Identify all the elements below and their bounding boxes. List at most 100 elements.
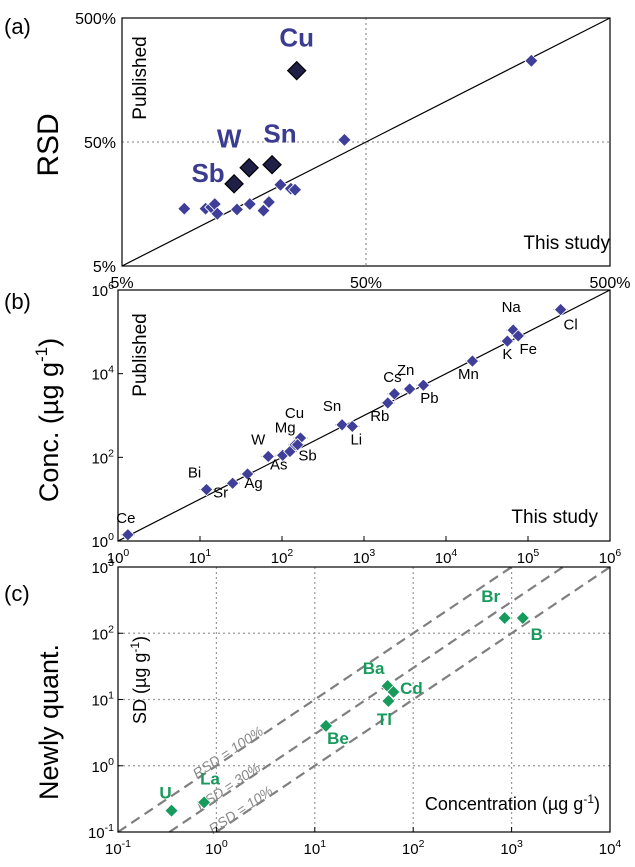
panel-a-point — [337, 132, 352, 147]
panel-b-point — [121, 527, 135, 542]
panel-c-y-tick-label: 103 — [91, 557, 114, 577]
panel-b-identity-line — [117, 289, 611, 542]
panel-b-y-tick-label-exp: 0 — [108, 531, 114, 543]
panel-b-y-tick-label-base: 10 — [91, 534, 108, 551]
panel-b-y-tick-label-base: 10 — [91, 367, 108, 384]
panel-c-y-tick-label-exp: 0 — [108, 756, 114, 768]
panel-a-x-tick-label: 50% — [350, 275, 382, 292]
panel-b-x-tick-label: 103 — [353, 547, 376, 567]
panel-b-point — [240, 467, 255, 481]
panel-b-point — [500, 334, 515, 348]
panel-c-x-tick-label-base: 10 — [500, 841, 517, 858]
panel-b-x-tick-label-exp: 4 — [451, 547, 457, 559]
panel-b-x-tick-label-exp: 2 — [287, 547, 293, 559]
panel-b-point-label: Fe — [519, 341, 537, 358]
panel-c-point — [381, 693, 396, 709]
panel-c-frame — [117, 566, 611, 833]
panel-b-y-tick-label-base: 10 — [91, 450, 108, 467]
panel-c-point-label: Be — [327, 729, 349, 748]
panel-a-point — [261, 194, 276, 210]
panel-b-x-tick-label-base: 10 — [435, 550, 452, 567]
panel-b-x-tick-label-base: 10 — [107, 550, 124, 567]
panel-c-y-tick-label-base: 10 — [91, 560, 108, 577]
panel-c-points: U La Be Ba Cd Tl Br B — [159, 587, 543, 818]
panel-b-point-label: Ce — [116, 510, 135, 527]
panel-a-point — [177, 201, 192, 216]
panel-a-y-tick-label: 5% — [93, 259, 116, 276]
panel-c-x-tick-label-exp: 2 — [419, 838, 425, 850]
panel-b-point — [387, 387, 402, 401]
panel-b-point — [381, 396, 395, 410]
panel-b-point-label: Mn — [458, 366, 479, 383]
panel-c-y-tick-label: 101 — [91, 690, 114, 710]
panel-b-x-tick-label-base: 10 — [599, 550, 616, 567]
panel-label-b: (b) — [4, 289, 31, 314]
panel-a-this-study-label: This study — [523, 233, 610, 254]
panel-c-x-tick-label: 101 — [304, 838, 327, 858]
panel-c-x-tick-label-exp: -1 — [122, 838, 131, 850]
panel-b-y-tick-label: 102 — [91, 447, 114, 467]
panel-b-point — [199, 482, 214, 497]
panel-c-point-label: Cd — [400, 679, 423, 698]
panel-b-point-label: Sb — [298, 448, 316, 465]
panel-c-x-tick-label: 103 — [500, 838, 523, 858]
panel-c-sd-label-main: SD (µg g — [130, 653, 150, 724]
panel-c-y-tick-label-exp: 2 — [108, 623, 114, 635]
panel-b-point-label: Cu — [285, 405, 304, 422]
panel-c-point-label: Ba — [363, 659, 385, 678]
panel-a-grid — [122, 18, 610, 266]
panel-b-point — [345, 419, 360, 434]
panel-b-x-tick-label-exp: 5 — [533, 547, 539, 559]
panel-a-point — [256, 203, 271, 218]
panel-b-x-tick-label: 104 — [435, 547, 458, 567]
panel-b-x-tick-label: 102 — [271, 547, 294, 567]
panel-b-x-tick-label-exp: 0 — [123, 547, 129, 559]
panel-b-y-label-exp: -1 — [32, 347, 51, 362]
panel-a-point — [242, 196, 257, 212]
panel-a-frame — [121, 17, 611, 267]
panel-c-x-tick-label: 10-1 — [105, 838, 131, 858]
panel-b-published-label: Published — [130, 313, 151, 396]
panel-b-point-label: Ag — [244, 475, 262, 492]
panel-b-y-tick-label-exp: 6 — [108, 280, 114, 292]
panel-b-point-label: As — [270, 456, 288, 473]
panel-b-x-tick-label-exp: 6 — [615, 547, 621, 559]
panel-c-point — [197, 795, 212, 810]
panel-b-point-label: Zn — [397, 362, 415, 379]
panel-b-x-tick-label-base: 10 — [517, 550, 534, 567]
panel-c-x-tick-label-base: 10 — [105, 841, 122, 858]
panel-b-frame — [117, 289, 611, 542]
panel-b-y-label-end: ) — [34, 338, 64, 347]
panel-c-x-tick-label-exp: 0 — [222, 838, 228, 850]
panel-b-y-tick-label-base: 10 — [91, 283, 108, 300]
panel-b-y-tick-label-exp: 2 — [108, 447, 114, 459]
panel-c-x-tick-label-base: 10 — [205, 841, 222, 858]
panel-a-highlight-label: Cu — [279, 23, 314, 53]
panel-c-y-tick-label-base: 10 — [91, 626, 108, 643]
panel-c-concentration-label-end: ) — [594, 794, 600, 814]
panel-a-published-label: Published — [130, 36, 151, 119]
panel-b-y-label-main: Conc. (µg g — [34, 362, 64, 502]
panel-c-point-label: Tl — [377, 710, 392, 729]
panel-a-y-tick-label: 500% — [75, 11, 116, 28]
panel-c-sd-label-end: ) — [130, 636, 150, 642]
panel-c-point-label: La — [200, 769, 220, 788]
panel-a-point — [524, 53, 539, 68]
panel-b-point-label: Rb — [370, 408, 389, 425]
panel-b-point-label: Mg — [275, 420, 296, 437]
panel-a-highlight-label: W — [217, 124, 242, 154]
panel-b-point — [225, 476, 240, 491]
panel-a-highlight-label: Sn — [263, 119, 296, 149]
panel-b-point — [335, 418, 349, 432]
panel-c-x-tick-label-exp: 4 — [615, 838, 621, 850]
panel-b-x-tick-label: 106 — [599, 547, 622, 567]
panel-a-highlight-point — [286, 60, 307, 81]
panel-b-point — [261, 449, 276, 464]
panel-label-a: (a) — [4, 14, 31, 39]
panel-c-x-tick-label: 104 — [599, 838, 622, 858]
panel-c: (c) RSD = 100%RSD = 30%RSD = 10% ULaBeBa… — [4, 557, 621, 858]
panel-b-point-label: Na — [502, 299, 522, 316]
